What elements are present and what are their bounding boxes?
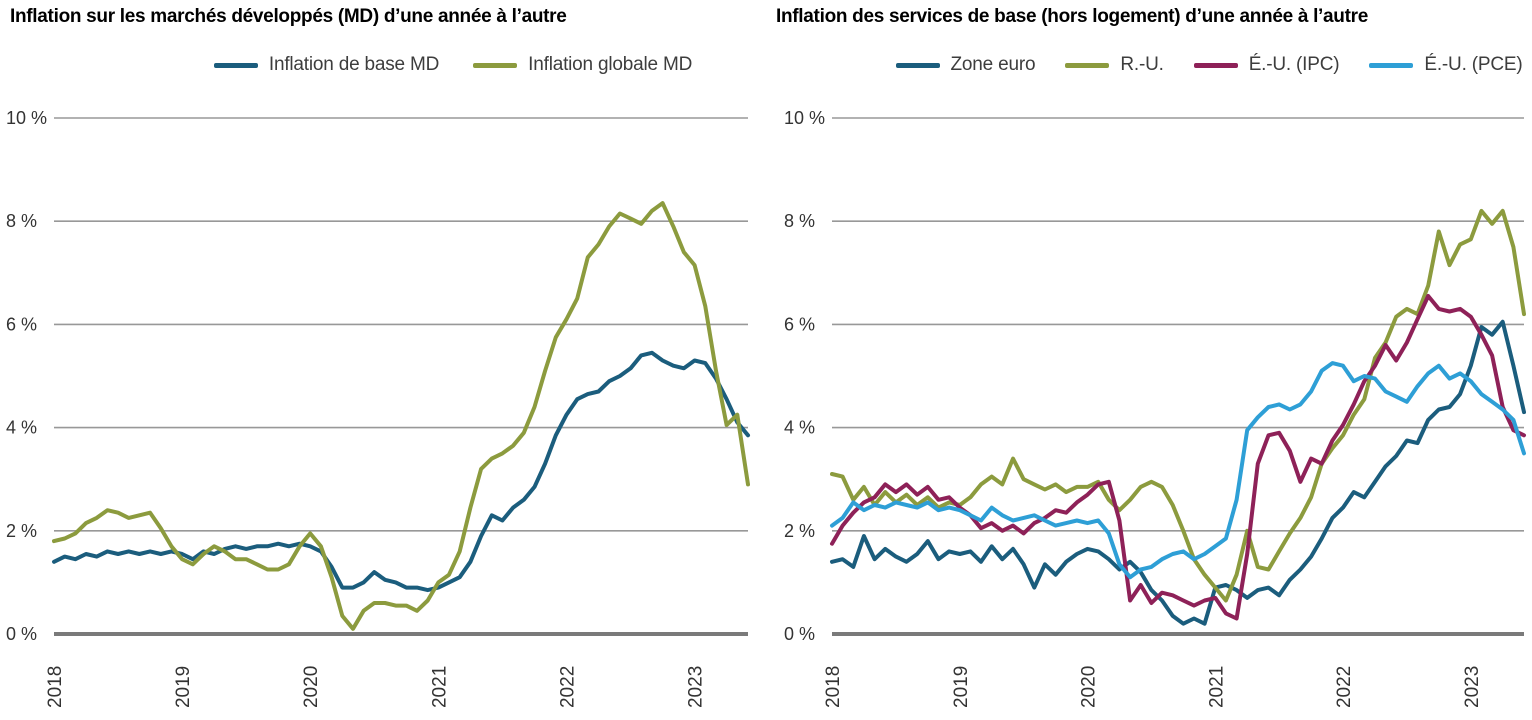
legend-label-us-cpi: É.-U. (IPC): [1248, 54, 1340, 75]
chart-title-core-services: Inflation des services de base (hors log…: [776, 6, 1368, 27]
chart-panel-core-services-inflation: Inflation des services de base (hors log…: [766, 0, 1532, 720]
svg-text:2019: 2019: [173, 666, 194, 708]
us-pce-line-swatch: [1369, 62, 1414, 68]
svg-text:4 %: 4 %: [6, 418, 37, 438]
core-md-line-swatch: [213, 62, 258, 68]
legend-label-us-pce: É.-U. (PCE): [1424, 54, 1523, 75]
svg-text:10 %: 10 %: [784, 108, 825, 128]
legend-item-euro-area: Zone euro: [895, 54, 1036, 76]
legend-dm-inflation: Inflation de base MD Inflation globale M…: [0, 54, 836, 76]
legend-item-uk: R.-U.: [1065, 54, 1164, 76]
core-services-inflation-plot: 0 % 2 % 4 % 6 % 8 % 10 % 2018 2019 2020 2021 2022 2…: [784, 108, 1526, 708]
legend-label-headline-md: Inflation globale MD: [528, 54, 693, 75]
svg-text:2021: 2021: [1206, 666, 1227, 708]
svg-text:2022: 2022: [557, 666, 578, 708]
svg-text:8 %: 8 %: [784, 211, 815, 231]
headline-md-line-swatch: [473, 62, 518, 68]
svg-text:4 %: 4 %: [784, 418, 815, 438]
euro-area-line-swatch: [895, 62, 940, 68]
svg-text:2023: 2023: [686, 666, 707, 708]
us-cpi-line-swatch: [1193, 62, 1238, 68]
svg-text:8 %: 8 %: [6, 211, 37, 231]
svg-text:2 %: 2 %: [6, 521, 37, 541]
svg-text:10 %: 10 %: [6, 108, 47, 128]
legend-label-core-md: Inflation de base MD: [268, 54, 440, 75]
svg-text:2018: 2018: [45, 666, 66, 708]
svg-text:2023: 2023: [1462, 666, 1483, 708]
svg-text:0 %: 0 %: [6, 624, 37, 644]
legend-label-uk: R.-U.: [1120, 54, 1164, 75]
dm-inflation-plot: 0 % 2 % 4 % 6 % 8 % 10 % 2018 2019 2020 2021 2022 2…: [6, 108, 750, 708]
svg-text:2 %: 2 %: [784, 521, 815, 541]
svg-text:2020: 2020: [301, 666, 322, 708]
legend-item-core-md: Inflation de base MD: [213, 54, 440, 76]
svg-text:2021: 2021: [429, 666, 450, 708]
svg-text:2019: 2019: [951, 666, 972, 708]
svg-text:0 %: 0 %: [784, 624, 815, 644]
legend-label-euro-area: Zone euro: [950, 54, 1036, 75]
svg-text:6 %: 6 %: [784, 314, 815, 334]
legend-item-headline-md: Inflation globale MD: [473, 54, 692, 76]
uk-line-swatch: [1065, 62, 1110, 68]
legend-core-services: Zone euro R.-U. É.-U. (IPC) É.-U. (PCE): [766, 54, 1532, 76]
svg-text:2020: 2020: [1079, 666, 1100, 708]
svg-text:6 %: 6 %: [6, 314, 37, 334]
legend-item-us-cpi: É.-U. (IPC): [1193, 54, 1340, 76]
chart-title-dm-inflation: Inflation sur les marchés développés (MD…: [10, 6, 567, 27]
chart-panel-dm-inflation: Inflation sur les marchés développés (MD…: [6, 6, 750, 708]
legend-item-us-pce: É.-U. (PCE): [1369, 54, 1523, 76]
svg-text:2022: 2022: [1334, 666, 1355, 708]
svg-text:2018: 2018: [823, 666, 844, 708]
